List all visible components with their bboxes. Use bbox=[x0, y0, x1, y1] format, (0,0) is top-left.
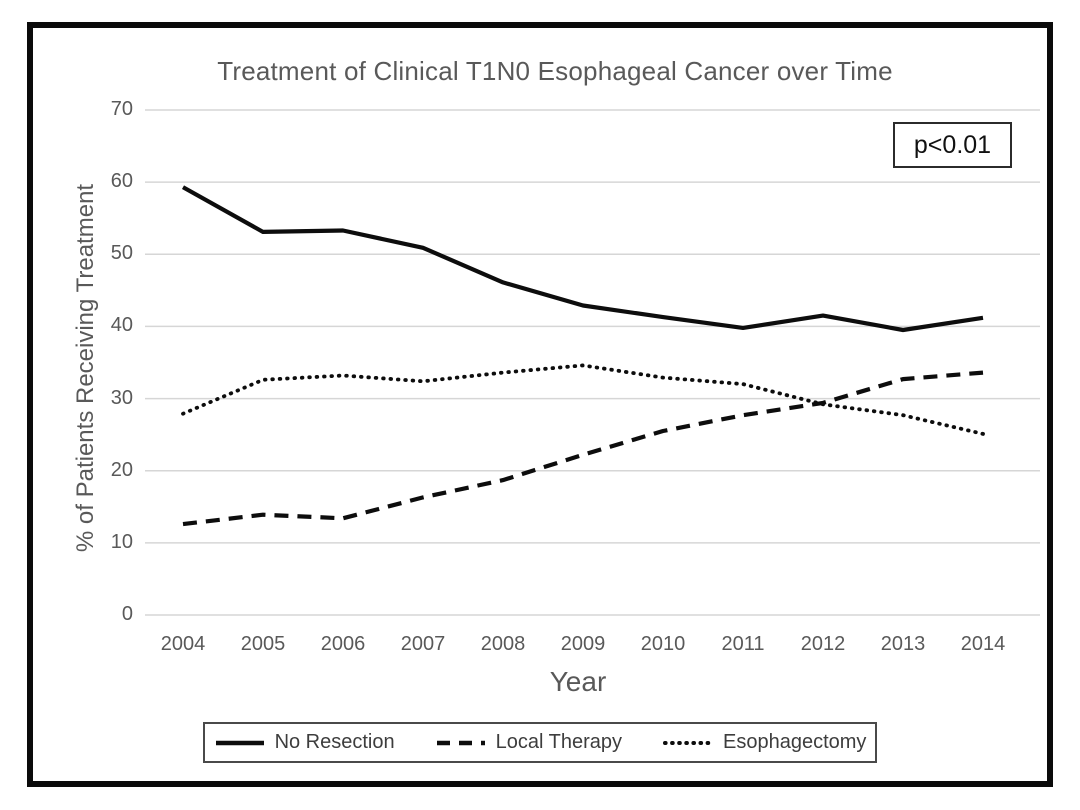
x-tick-label: 2009 bbox=[560, 633, 606, 655]
p-value-text: p<0.01 bbox=[913, 130, 992, 159]
y-tick-label: 20 bbox=[110, 458, 133, 481]
local-therapy-line bbox=[182, 370, 984, 527]
chart-legend: No Resection Local Therapy Esophagectomy bbox=[203, 722, 877, 763]
x-tick-label: 2007 bbox=[400, 633, 446, 655]
y-tick-label: 30 bbox=[110, 386, 133, 409]
x-tick-label: 2008 bbox=[480, 633, 526, 655]
x-tick-label: 2013 bbox=[880, 633, 926, 655]
legend-label: No Resection bbox=[274, 731, 395, 753]
legend-item-no-resection: No Resection bbox=[214, 731, 395, 754]
legend-line-dashed-icon bbox=[436, 740, 485, 745]
x-tick-label: 2011 bbox=[721, 633, 765, 655]
x-tick-label: 2012 bbox=[800, 633, 846, 655]
x-tick-label: 2005 bbox=[240, 633, 286, 655]
y-tick-label: 40 bbox=[110, 314, 133, 337]
chart-title: Treatment of Clinical T1N0 Esophageal Ca… bbox=[217, 56, 893, 86]
x-tick-label: 2010 bbox=[640, 633, 686, 655]
no-resection-line bbox=[181, 185, 984, 333]
x-tick-label: 2004 bbox=[160, 633, 206, 655]
legend-line-dotted-icon bbox=[663, 740, 715, 745]
x-tick-label: 2006 bbox=[320, 633, 366, 655]
x-tick-label: 2014 bbox=[960, 633, 1006, 655]
legend-item-local-therapy: Local Therapy bbox=[435, 731, 622, 754]
y-tick-label: 0 bbox=[121, 603, 133, 625]
legend-line-solid-icon bbox=[215, 740, 264, 745]
legend-label: Esophagectomy bbox=[723, 731, 867, 753]
esophagectomy-line bbox=[181, 363, 985, 436]
y-axis-title: % of Patients Receiving Treatment bbox=[72, 183, 99, 553]
legend-label: Local Therapy bbox=[495, 731, 623, 753]
legend-item-esophagectomy: Esophagectomy bbox=[662, 731, 866, 754]
y-tick-label: 10 bbox=[110, 530, 133, 553]
y-tick-label: 50 bbox=[110, 242, 133, 265]
figure-frame bbox=[27, 22, 1053, 787]
y-tick-label: 60 bbox=[110, 170, 133, 193]
p-value-annotation: p<0.01 bbox=[893, 122, 1012, 168]
x-axis-title: Year bbox=[549, 666, 607, 697]
y-tick-label: 70 bbox=[110, 98, 133, 120]
